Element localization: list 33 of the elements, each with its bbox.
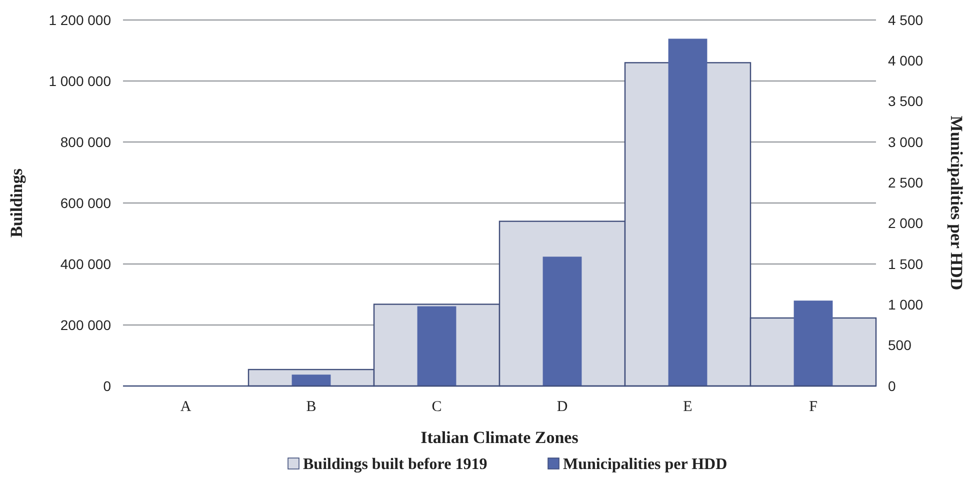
y2-tick-label: 3 500	[888, 93, 924, 110]
y-tick-label: 1 200 000	[48, 12, 112, 28]
y-axis-title: Buildings	[7, 168, 26, 238]
y-tick-label: 200 000	[60, 316, 112, 333]
x-tick-label: D	[556, 399, 568, 415]
bar	[542, 256, 582, 386]
bar	[292, 374, 331, 386]
y2-tick-label: 4 000	[888, 52, 924, 69]
y2-tick-label: 1 000	[888, 296, 924, 313]
x-tick-label: F	[809, 399, 818, 415]
y-tick-label: 0	[103, 378, 112, 394]
y2-tick-label: 1 500	[888, 256, 924, 272]
bar	[668, 38, 708, 386]
y2-tick-label: 2 000	[888, 215, 924, 232]
y-tick-label: 1 000 000	[48, 72, 112, 89]
y-tick-label: 400 000	[60, 256, 112, 272]
y-tick-label: 600 000	[60, 194, 112, 211]
bar	[794, 300, 833, 386]
legend-label: Buildings built before 1919	[303, 456, 488, 473]
y-tick-label: 800 000	[60, 134, 112, 150]
y2-axis-title: Municipalities per HDD	[947, 116, 966, 290]
y2-tick-label: 2 500	[888, 174, 924, 191]
x-tick-label: B	[306, 399, 316, 415]
x-tick-label: C	[432, 399, 442, 415]
y2-tick-label: 4 500	[888, 12, 924, 28]
x-tick-label: E	[683, 399, 692, 415]
x-axis-title: Italian Climate Zones	[420, 428, 579, 447]
bar	[417, 306, 456, 386]
legend-label: Municipalities per HDD	[563, 456, 728, 473]
y2-tick-label: 500	[888, 337, 912, 354]
x-tick-label: A	[180, 399, 192, 415]
y2-tick-label: 0	[888, 378, 896, 394]
y2-tick-label: 3 000	[888, 134, 924, 150]
